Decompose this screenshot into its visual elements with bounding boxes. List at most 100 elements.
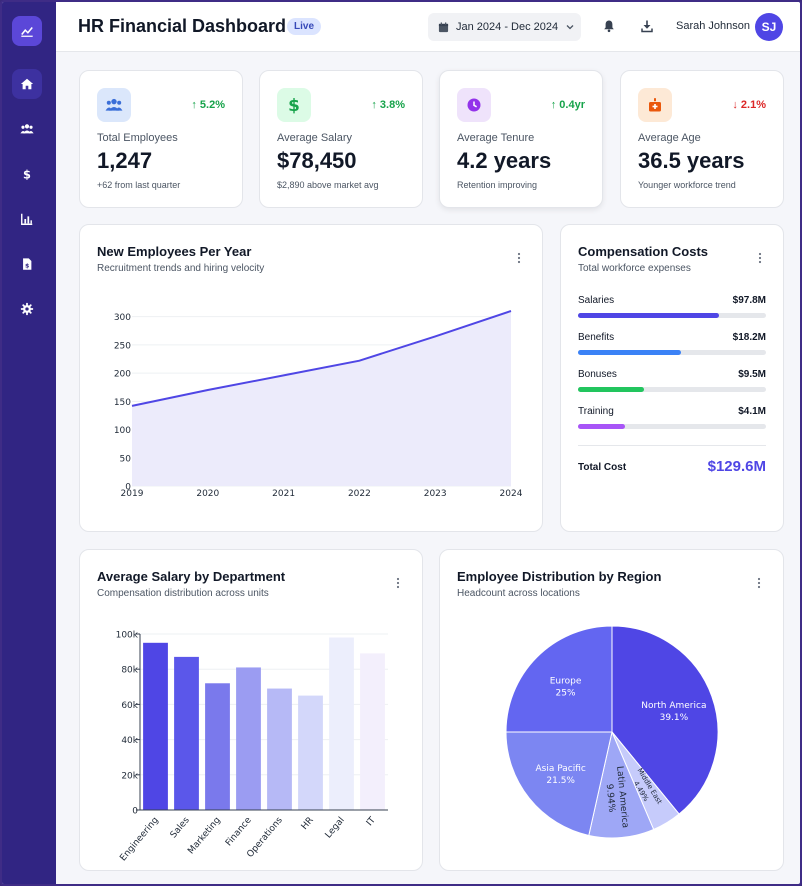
series-line [131, 310, 512, 407]
kpi-subtext: Younger workforce trend [638, 180, 736, 190]
top-bar: HR Financial Dashboard Live Jan 2024 - D… [56, 2, 800, 52]
download-icon[interactable] [640, 19, 654, 33]
y-tick-label: 60k [121, 701, 138, 711]
bar [205, 683, 230, 810]
bell-icon[interactable] [602, 19, 616, 33]
y-tick-label: 80k [121, 666, 138, 676]
logo-chart-icon[interactable] [12, 16, 42, 46]
progress-fill [578, 350, 682, 355]
arrow-up-icon: ↑ [550, 99, 557, 111]
y-tick-label: 50 [120, 454, 132, 464]
x-tick-label: Sales [169, 815, 192, 840]
panel-subtitle: Headcount across locations [457, 588, 580, 599]
total-value: $129.6M [707, 458, 766, 475]
y-tick-label: 0 [132, 807, 138, 817]
x-tick-label: Legal [324, 816, 347, 841]
live-badge: Live [287, 18, 322, 35]
sidebar-item-home[interactable] [12, 69, 42, 99]
svg-text:$: $ [23, 167, 31, 181]
kpi-label: Average Salary [277, 132, 353, 144]
bar-chart-icon [21, 213, 33, 225]
kpi-card-total-employees: ↑ 5.2% Total Employees 1,247 +62 from la… [79, 70, 243, 208]
pie-slice [505, 731, 613, 837]
x-tick-label: Marketing [186, 816, 222, 857]
users-icon [20, 124, 34, 134]
sidebar-item-employees[interactable] [12, 114, 42, 144]
kpi-value: 36.5 years [638, 148, 745, 173]
bar [236, 667, 261, 810]
progress-fill [578, 387, 644, 392]
arrow-up-icon: ↑ [191, 99, 197, 111]
row-value: $4.1M [738, 406, 766, 417]
y-tick-label: 250 [114, 341, 131, 351]
kpi-delta: ↑ 0.4yr [550, 99, 585, 111]
y-tick-label: 200 [114, 370, 131, 380]
more-options-icon[interactable] [517, 252, 521, 264]
kpi-card-average-tenure: ↑ 0.4yr Average Tenure 4.2 years Retenti… [439, 70, 603, 208]
x-tick-label: Engineering [118, 816, 160, 864]
sidebar-item-reports[interactable] [12, 204, 42, 234]
salary-bar-chart: 0 20k 40k 60k 80k 100k Engineering SalesMarketi… [116, 631, 388, 864]
progress-track [578, 387, 766, 392]
compensation-panel: Compensation Costs Total workforce expen… [560, 224, 784, 532]
slice-label: Europe [550, 677, 582, 687]
main-content: HR Financial Dashboard Live Jan 2024 - D… [56, 2, 800, 884]
sidebar-item-documents[interactable]: $ [12, 249, 42, 279]
bar [267, 688, 292, 810]
kpi-delta: ↑ 5.2% [191, 99, 225, 111]
bar [329, 637, 354, 810]
home-icon [20, 78, 34, 90]
gear-icon [20, 302, 34, 316]
x-tick-label: 2021 [272, 489, 295, 499]
date-range-picker[interactable]: Jan 2024 - Dec 2024 [428, 13, 581, 41]
date-range-label: Jan 2024 - Dec 2024 [456, 21, 559, 33]
y-tick-label: 100 [114, 426, 131, 436]
bar [298, 695, 323, 810]
x-tick-label: 2023 [424, 489, 447, 499]
row-value: $9.5M [738, 369, 766, 380]
kpi-icon-tile [638, 88, 672, 122]
panel-title: New Employees Per Year [97, 244, 252, 259]
kpi-delta: ↓ 2.1% [732, 99, 766, 111]
kpi-delta: ↑ 3.8% [371, 99, 405, 111]
row-label: Bonuses [578, 369, 617, 380]
bar [143, 642, 168, 810]
progress-fill [578, 424, 625, 429]
slice-value: 21.5% [546, 776, 575, 786]
panel-subtitle: Recruitment trends and hiring velocity [97, 263, 265, 274]
sidebar-item-finance[interactable]: $ [12, 159, 42, 189]
x-tick-label: 2022 [348, 489, 371, 499]
x-tick-label: 2024 [500, 489, 523, 499]
more-options-icon[interactable] [758, 252, 762, 264]
avatar[interactable]: SJ [755, 13, 783, 41]
more-options-icon[interactable] [396, 577, 400, 589]
arrow-down-icon: ↓ [732, 99, 738, 111]
clock-icon [467, 98, 481, 112]
birthday-cake-icon [649, 98, 661, 112]
bar [174, 656, 199, 810]
region-distribution-panel: Employee Distribution by Region Headcoun… [439, 549, 784, 871]
x-tick-label: HR [300, 816, 316, 832]
panel-title: Compensation Costs [578, 244, 709, 259]
panel-subtitle: Total workforce expenses [578, 263, 691, 274]
y-tick-label: 0 [125, 483, 131, 493]
y-tick-label: 100k [116, 631, 139, 641]
calendar-icon [438, 21, 449, 32]
progress-track [578, 313, 766, 318]
more-options-icon[interactable] [757, 577, 761, 589]
svg-text:$: $ [25, 263, 29, 270]
progress-track [578, 350, 766, 355]
kpi-icon-tile [457, 88, 491, 122]
kpi-value: $78,450 [277, 148, 357, 173]
row-label: Training [578, 406, 614, 417]
users-icon [105, 98, 123, 111]
kpi-icon-tile: $ [277, 88, 311, 122]
row-label: Salaries [578, 295, 615, 306]
x-tick-label: IT [365, 815, 378, 828]
pie-slice [611, 625, 719, 815]
sidebar-item-settings[interactable] [12, 294, 42, 324]
panel-title: Average Salary by Department [97, 569, 286, 584]
x-tick-label: Finance [224, 815, 254, 848]
document-icon: $ [23, 258, 32, 270]
